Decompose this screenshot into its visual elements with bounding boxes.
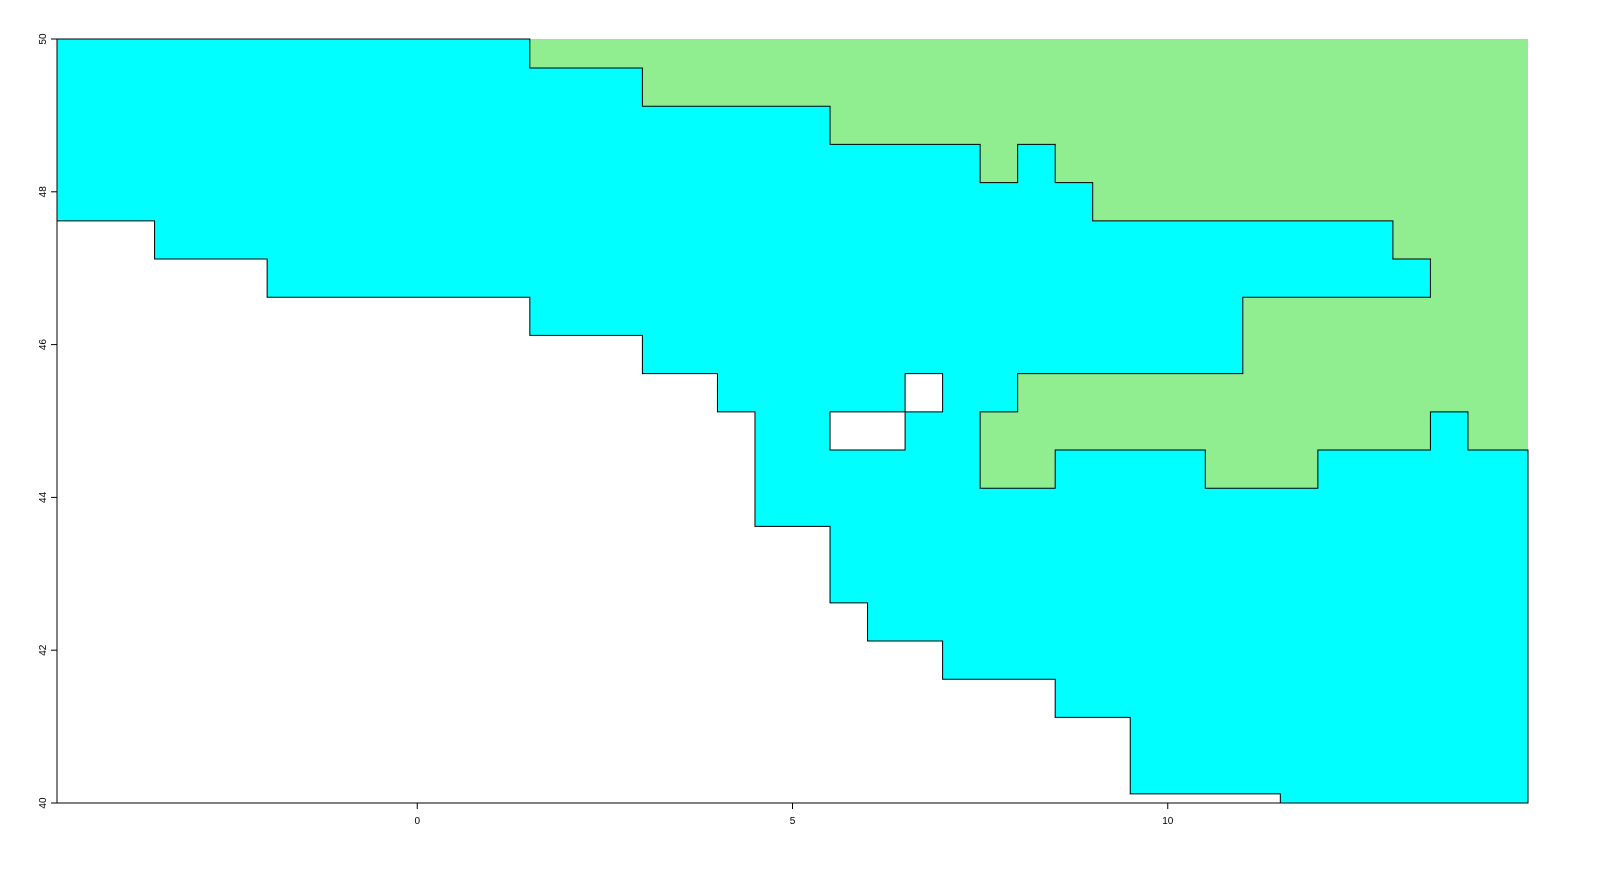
x-tick-label: 10 bbox=[1162, 816, 1174, 827]
y-tick-label: 48 bbox=[38, 186, 49, 198]
region bbox=[829, 411, 906, 451]
region bbox=[904, 373, 944, 413]
region bbox=[56, 38, 1529, 804]
y-tick-label: 44 bbox=[38, 491, 49, 503]
region bbox=[529, 39, 1528, 489]
y-tick-label: 46 bbox=[38, 339, 49, 351]
y-tick-label: 50 bbox=[38, 33, 49, 45]
y-tick-label: 40 bbox=[38, 797, 49, 809]
x-tick-label: 0 bbox=[414, 816, 420, 827]
x-tick-label: 5 bbox=[790, 816, 796, 827]
y-tick-label: 42 bbox=[38, 644, 49, 656]
